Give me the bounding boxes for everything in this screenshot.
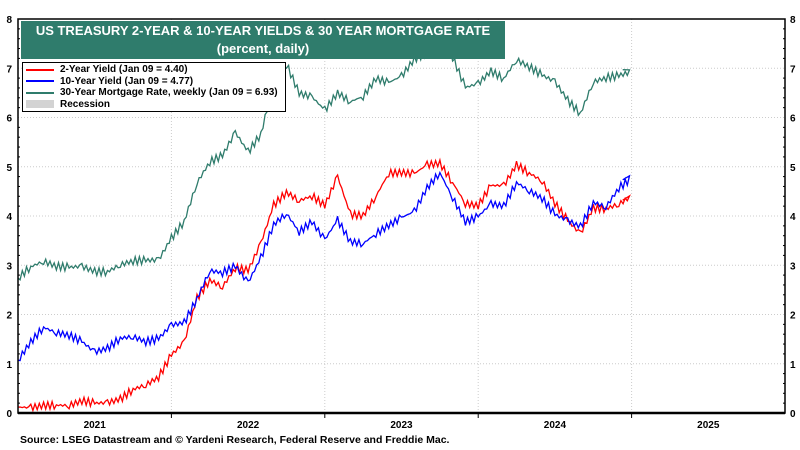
y-tick-label-left: 1	[6, 360, 12, 371]
series-line-10yr	[17, 170, 631, 362]
y-tick-label-right: 5	[790, 163, 796, 174]
legend-swatch	[26, 68, 54, 71]
y-tick-label-right: 0	[790, 409, 796, 420]
source-note: Source: LSEG Datastream and © Yardeni Re…	[20, 434, 450, 446]
y-tick-label-left: 5	[6, 163, 12, 174]
legend-swatch	[26, 100, 54, 109]
y-tick-label-right: 3	[790, 261, 796, 272]
legend-label: 2-Year Yield (Jan 09 = 4.40)	[60, 64, 188, 75]
y-tick-label-right: 6	[790, 114, 796, 125]
legend-item-2yr: 2-Year Yield (Jan 09 = 4.40)	[26, 64, 279, 76]
chart-subtitle: (percent, daily)	[216, 41, 310, 56]
y-tick-label-right: 8	[790, 15, 796, 26]
y-tick-label-left: 3	[6, 261, 12, 272]
x-tick-label: 2023	[390, 420, 413, 431]
y-tick-label-right: 1	[790, 360, 796, 371]
series-line-2yr	[17, 157, 631, 413]
y-tick-label-left: 7	[6, 64, 12, 75]
y-tick-label-left: 6	[6, 114, 12, 125]
y-tick-label-left: 0	[6, 409, 12, 420]
chart-title-box: US TREASURY 2-YEAR & 10-YEAR YIELDS & 30…	[21, 21, 505, 59]
y-tick-label-left: 4	[6, 212, 12, 223]
y-tick-label-right: 2	[790, 311, 796, 322]
legend-label: Recession	[60, 98, 111, 110]
x-tick-label: 2025	[697, 420, 720, 431]
legend-swatch	[26, 91, 54, 94]
y-tick-label-right: 7	[790, 64, 796, 75]
legend-item-recession: Recession	[26, 99, 279, 111]
legend-label: 10-Year Yield (Jan 09 = 4.77)	[60, 75, 194, 87]
x-tick-label: 2021	[84, 420, 107, 431]
legend-item-mortgage: 30-Year Mortgage Rate, weekly (Jan 09 = …	[26, 87, 279, 99]
chart-title: US TREASURY 2-YEAR & 10-YEAR YIELDS & 30…	[35, 23, 491, 38]
y-tick-label-right: 4	[790, 212, 796, 223]
y-tick-label-left: 2	[6, 311, 12, 322]
x-tick-label: 2022	[237, 420, 260, 431]
legend-swatch	[26, 80, 54, 83]
legend-item-10yr: 10-Year Yield (Jan 09 = 4.77)	[26, 76, 279, 88]
series-line-mortgage	[17, 29, 631, 281]
x-tick-label: 2024	[544, 420, 567, 431]
legend-label: 30-Year Mortgage Rate, weekly (Jan 09 = …	[60, 87, 278, 98]
legend: 2-Year Yield (Jan 09 = 4.40) 10-Year Yie…	[22, 62, 286, 112]
y-tick-label-left: 8	[6, 15, 12, 26]
